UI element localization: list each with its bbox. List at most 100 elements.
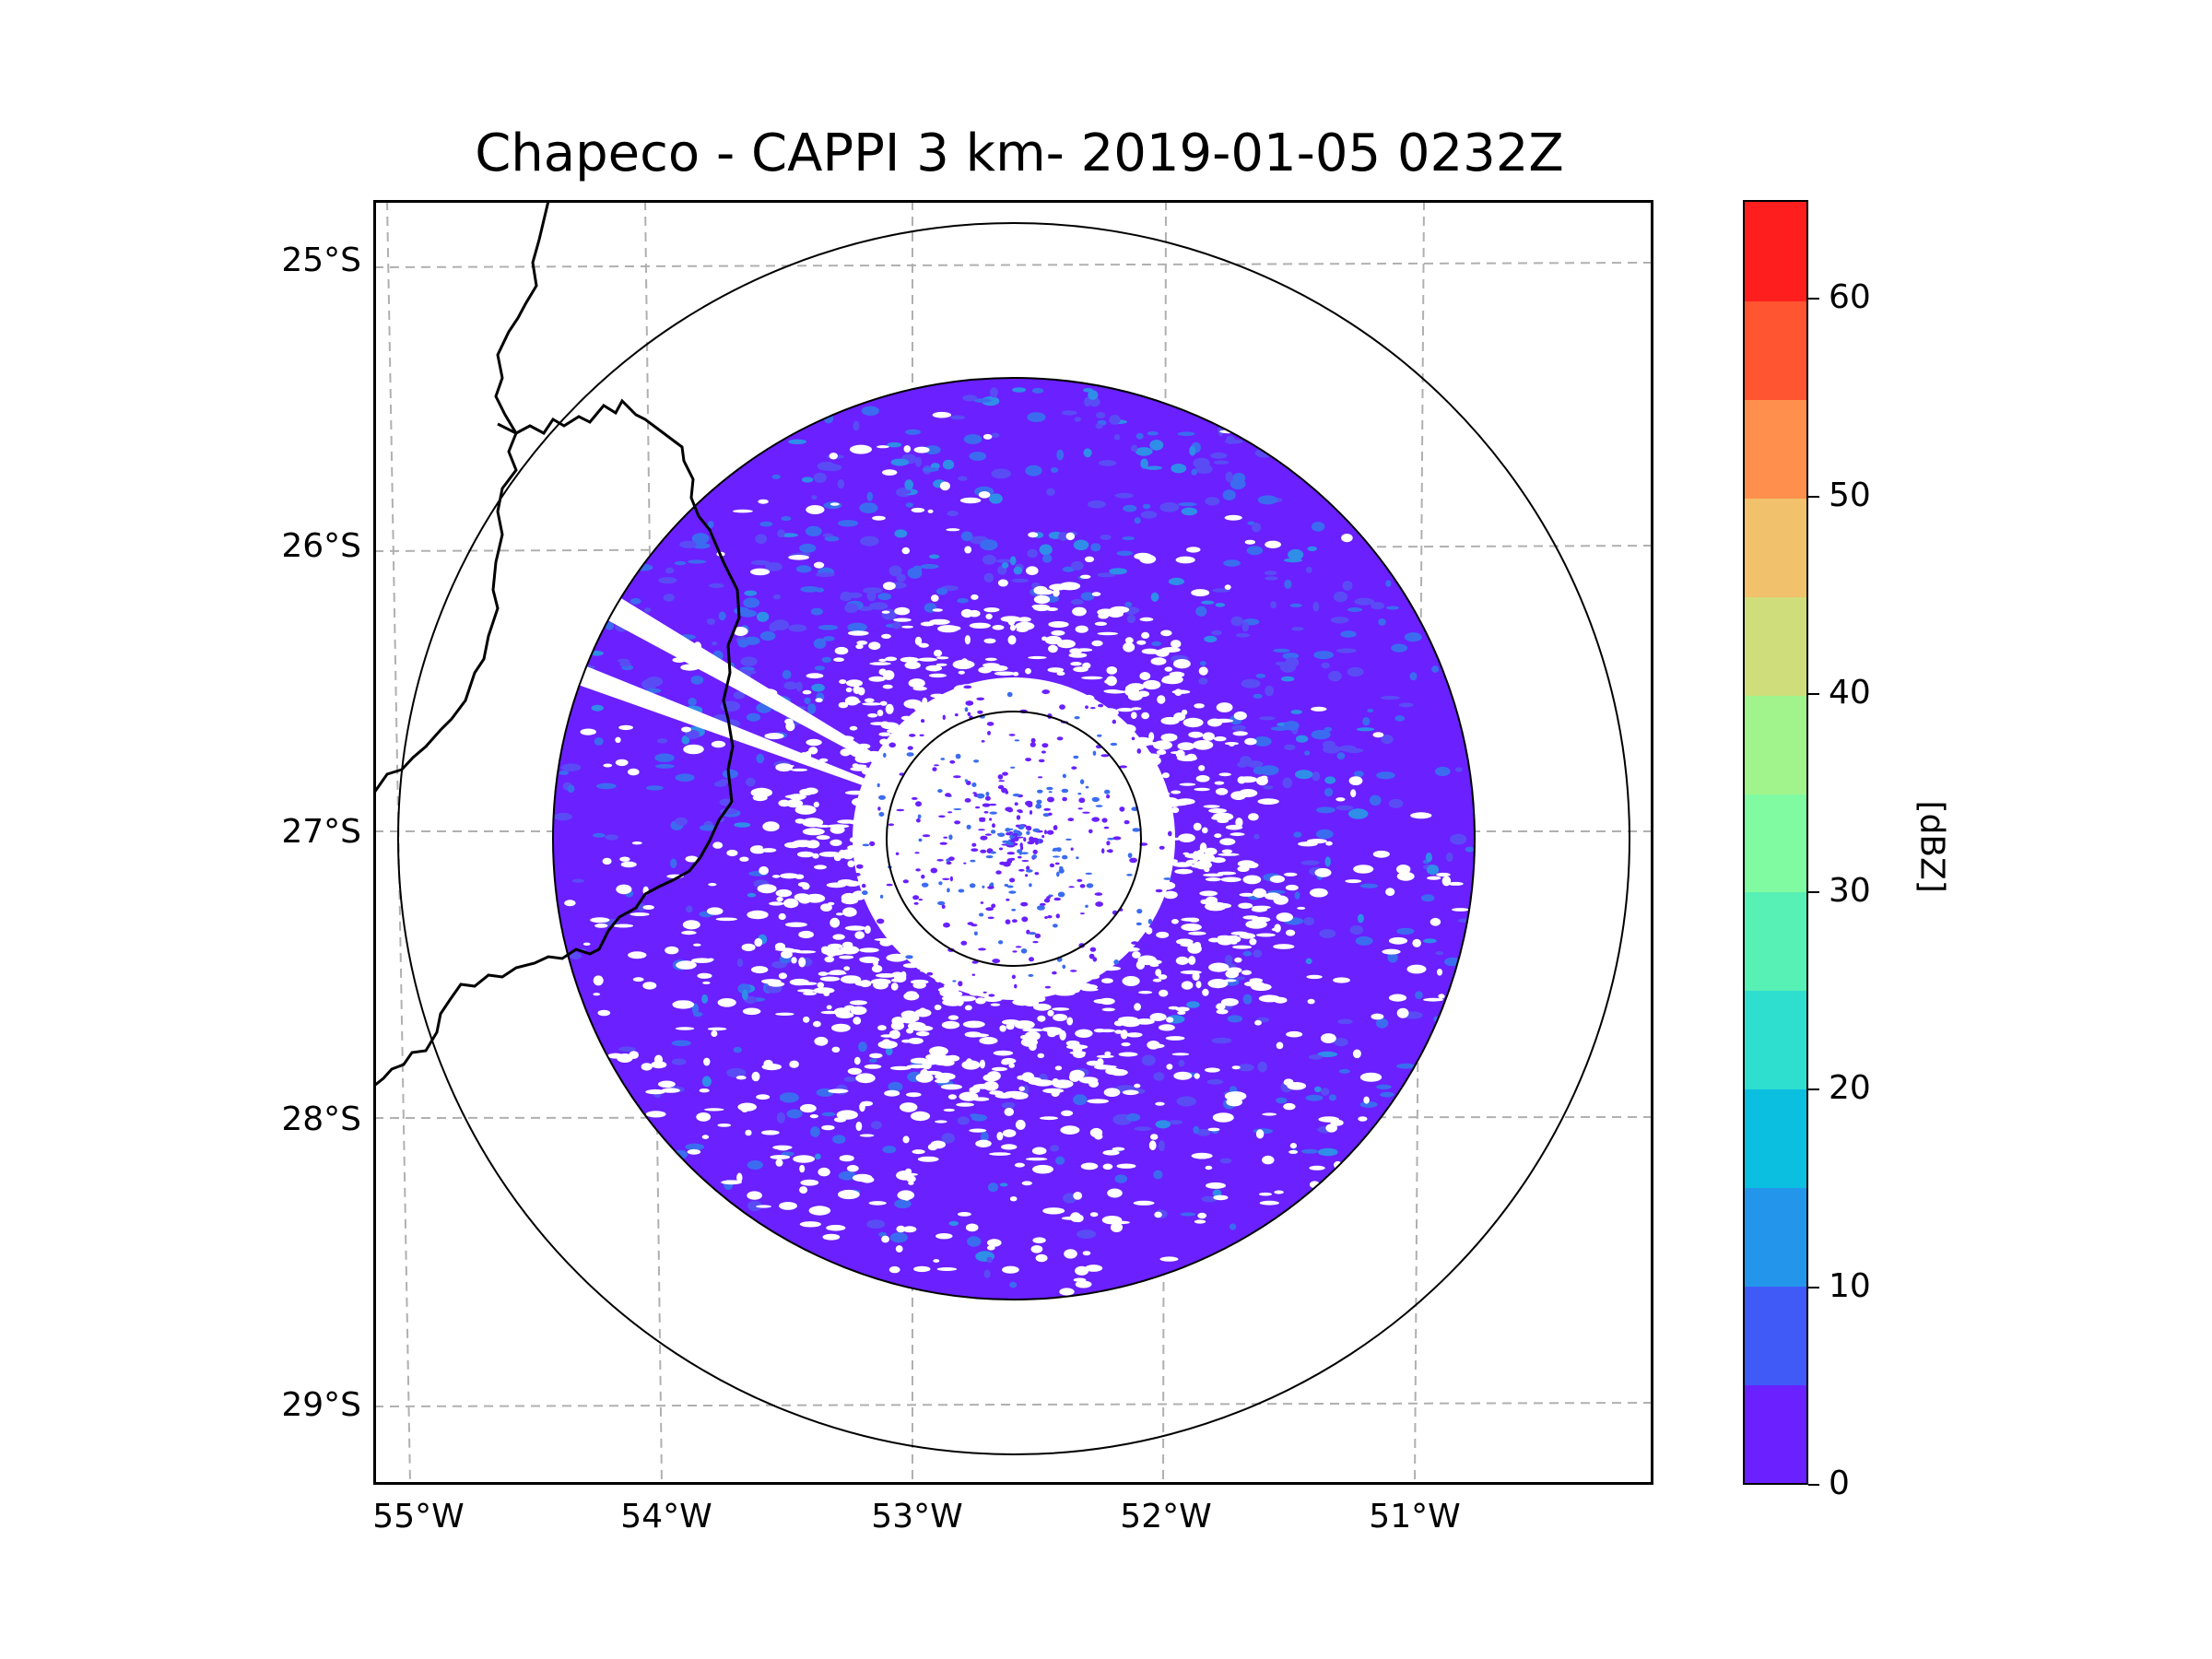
clear-speck [1203,805,1220,808]
clear-speck [1154,881,1176,890]
echo-speck [637,902,646,912]
clear-speck [1002,1129,1017,1137]
core-speck [1041,689,1050,695]
colorbar-segment [1745,595,1806,696]
clear-speck [1208,937,1220,943]
clear-speck [775,763,794,772]
clear-speck [590,917,610,924]
clear-speck [1212,812,1234,821]
clear-speck [1195,775,1210,782]
echo-speck [813,472,827,483]
clear-speck [1396,871,1415,881]
core-speck [1053,924,1058,928]
core-speck [963,862,967,865]
clear-speck [802,818,824,828]
clear-speck [763,1059,773,1068]
core-speck [946,861,952,865]
clear-speck [1126,1032,1143,1038]
clear-speck [958,670,965,675]
clear-speck [1325,841,1333,846]
clear-speck [1207,979,1229,989]
echo-speck [1077,1230,1097,1239]
echo-speck [1380,1091,1394,1098]
echo-speck [1073,539,1089,550]
echo-speck [1063,1193,1077,1204]
echo-speck [1080,592,1095,601]
clear-speck [882,469,898,476]
echo-speck [671,1040,691,1047]
clear-speck [879,700,888,706]
map-frame [373,200,1653,1485]
echo-speck [1114,492,1134,499]
radar-reflectivity [553,378,1475,1300]
clear-speck [1075,1029,1093,1039]
clear-speck [947,1094,957,1100]
clear-speck [902,1135,910,1144]
clear-speck [756,1205,771,1208]
clear-speck [1249,978,1264,983]
clear-speck [844,925,866,931]
echo-speck [941,1133,955,1144]
clear-speck [901,547,911,555]
echo-speck [869,602,888,610]
clear-speck [1051,1088,1060,1098]
clear-speck [834,646,849,655]
clear-speck [1020,1037,1038,1047]
echo-speck [629,597,641,605]
clear-speck [779,1202,797,1210]
core-speck [1006,885,1014,888]
clear-speck [1245,862,1259,868]
clear-speck [1205,1165,1213,1171]
clear-speck [1124,637,1134,644]
clear-speck [751,966,769,974]
core-speck [1029,883,1032,888]
core-speck [964,707,969,712]
clear-speck [850,444,872,454]
clear-speck [1255,933,1276,937]
clear-speck [1412,938,1421,947]
clear-speck [1048,621,1069,628]
clear-speck [1276,912,1294,923]
clear-speck [1097,608,1115,617]
clear-speck [1341,534,1353,543]
clear-speck [1158,974,1168,980]
echo-speck [1122,536,1135,541]
clear-speck [1159,1256,1179,1262]
clear-speck [582,942,591,946]
clear-speck [1082,1251,1091,1256]
echo-speck [690,675,704,685]
clear-speck [908,678,925,688]
echo-speck [838,520,859,527]
clear-speck [1038,752,1053,760]
clear-speck [619,856,630,862]
clear-speck [1232,945,1253,949]
clear-speck [775,888,793,898]
clear-speck [775,1159,783,1167]
core-speck [949,759,956,764]
echo-speck [688,698,697,706]
clear-speck [978,491,991,499]
core-speck [982,803,991,807]
core-speck [1106,841,1111,846]
clear-speck [900,1102,918,1112]
clear-speck [760,848,777,853]
core-speck [949,876,953,882]
lat-label-27: 27°S [281,813,361,851]
clear-speck [915,1031,930,1037]
echo-speck [559,771,570,775]
lat-label-28: 28°S [281,1100,361,1138]
clear-speck [868,676,886,682]
core-speck [877,806,881,811]
echo-speck [1305,958,1312,965]
echo-speck [905,502,913,508]
clear-speck [1311,706,1327,712]
echo-speck [1212,588,1230,593]
clear-speck [939,481,950,491]
clear-speck [1065,1044,1088,1050]
echo-speck [1071,560,1084,571]
clear-speck [968,609,981,618]
clear-speck [800,1103,817,1113]
core-speck [976,793,985,799]
echo-speck [1009,556,1017,566]
echo-speck [863,587,883,594]
